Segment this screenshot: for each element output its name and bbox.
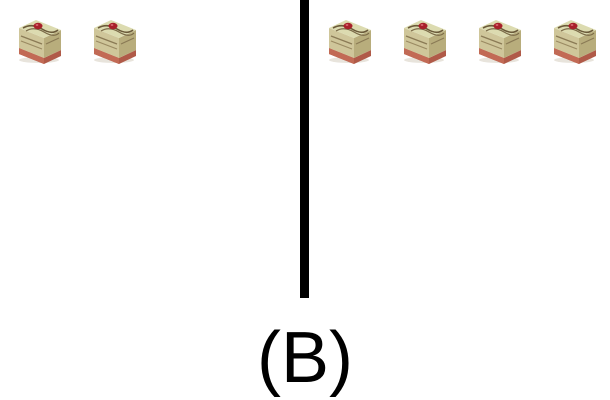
cake-slice-icon	[89, 14, 139, 66]
panel-label: (B)	[257, 318, 353, 398]
right-cake-group	[324, 0, 604, 80]
divider-line	[300, 0, 309, 298]
cake-slice-icon	[14, 14, 64, 66]
cake-slice-icon	[549, 14, 599, 66]
left-cake-group	[14, 0, 144, 80]
cake-slice-icon	[399, 14, 449, 66]
cake-slice-icon	[324, 14, 374, 66]
cake-slice-icon	[474, 14, 524, 66]
